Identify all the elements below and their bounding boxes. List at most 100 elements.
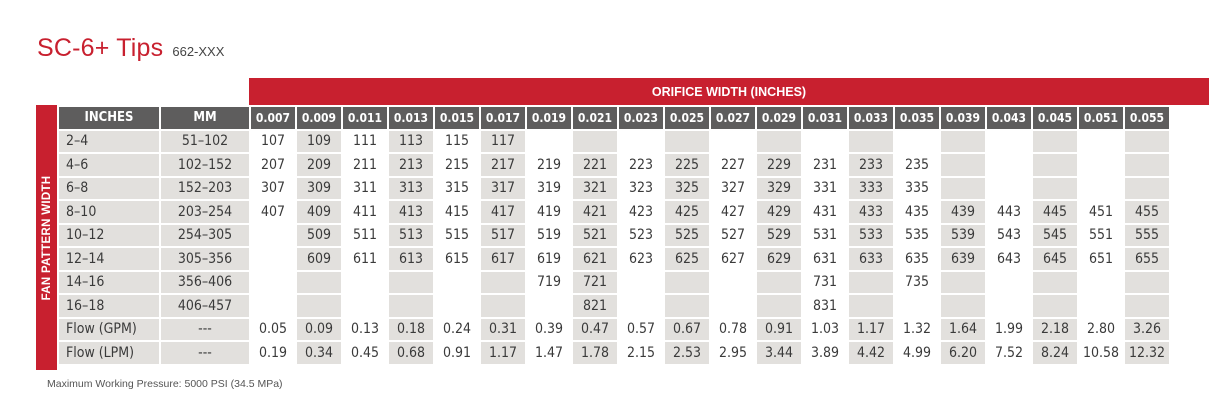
table-cell: 307 bbox=[251, 177, 295, 199]
fan-pattern-width-label: FAN PATTERN WIDTH bbox=[36, 105, 57, 370]
table-cell bbox=[987, 154, 1031, 176]
table-cell: 109 bbox=[297, 130, 341, 152]
table-cell: 0.34 bbox=[297, 342, 341, 364]
table-cell: 211 bbox=[343, 154, 387, 176]
table-cell: 329 bbox=[757, 177, 801, 199]
table-cell: 639 bbox=[941, 248, 985, 270]
orifice-header-cell: 0.023 bbox=[619, 107, 663, 129]
title-block: SC-6+ Tips 662-XXX bbox=[37, 34, 224, 63]
table-cell bbox=[1079, 130, 1123, 152]
table-cell: 8.24 bbox=[1033, 342, 1077, 364]
table-cell: 117 bbox=[481, 130, 525, 152]
table-cell bbox=[987, 271, 1031, 293]
table-cell: 113 bbox=[389, 130, 433, 152]
orifice-header-cell: 0.017 bbox=[481, 107, 525, 129]
table-cell: 423 bbox=[619, 201, 663, 223]
table-cell bbox=[1125, 177, 1169, 199]
table-cell: 523 bbox=[619, 224, 663, 246]
table-cell: 2.80 bbox=[1079, 318, 1123, 340]
orifice-header-cell: 0.007 bbox=[251, 107, 295, 129]
orifice-header-cell: 0.021 bbox=[573, 107, 617, 129]
table-cell: 1.99 bbox=[987, 318, 1031, 340]
table-cell: 229 bbox=[757, 154, 801, 176]
table-cell: 525 bbox=[665, 224, 709, 246]
table-cell bbox=[1033, 295, 1077, 317]
table-cell: 3.44 bbox=[757, 342, 801, 364]
table-cell: 609 bbox=[297, 248, 341, 270]
table-cell bbox=[941, 154, 985, 176]
table-cell: 617 bbox=[481, 248, 525, 270]
orifice-header-cell: 0.033 bbox=[849, 107, 893, 129]
row-label-inches: 2–4 bbox=[59, 130, 159, 152]
table-cell: 319 bbox=[527, 177, 571, 199]
table-cell: 413 bbox=[389, 201, 433, 223]
table-cell bbox=[1079, 295, 1123, 317]
table-cell bbox=[895, 295, 939, 317]
table-cell: 213 bbox=[389, 154, 433, 176]
row-label-mm: --- bbox=[161, 342, 249, 364]
table-cell: 627 bbox=[711, 248, 755, 270]
table-cell: 1.64 bbox=[941, 318, 985, 340]
table-cell bbox=[711, 271, 755, 293]
orifice-header-cell: 0.009 bbox=[297, 107, 341, 129]
table-cell: 519 bbox=[527, 224, 571, 246]
table-cell: 7.52 bbox=[987, 342, 1031, 364]
table-cell: 311 bbox=[343, 177, 387, 199]
table-cell: 323 bbox=[619, 177, 663, 199]
table-cell: 325 bbox=[665, 177, 709, 199]
table-cell: 2.18 bbox=[1033, 318, 1077, 340]
table-cell: 0.24 bbox=[435, 318, 479, 340]
table-cell: 2.95 bbox=[711, 342, 755, 364]
table-cell: 415 bbox=[435, 201, 479, 223]
row-label-mm: 254–305 bbox=[161, 224, 249, 246]
orifice-header-cell: 0.019 bbox=[527, 107, 571, 129]
table-cell: 545 bbox=[1033, 224, 1077, 246]
table-cell: 333 bbox=[849, 177, 893, 199]
table-cell: 1.32 bbox=[895, 318, 939, 340]
table-cell: 539 bbox=[941, 224, 985, 246]
table-cell bbox=[987, 177, 1031, 199]
table-cell: 115 bbox=[435, 130, 479, 152]
table-cell: 221 bbox=[573, 154, 617, 176]
row-label-mm: 356–406 bbox=[161, 271, 249, 293]
table-cell: 0.31 bbox=[481, 318, 525, 340]
table-cell bbox=[435, 271, 479, 293]
table-cell: 625 bbox=[665, 248, 709, 270]
table-cell: 0.67 bbox=[665, 318, 709, 340]
row-label-mm: 102–152 bbox=[161, 154, 249, 176]
table-cell: 1.78 bbox=[573, 342, 617, 364]
table-cell: 217 bbox=[481, 154, 525, 176]
table-cell: 2.15 bbox=[619, 342, 663, 364]
fan-pattern-width-text: FAN PATTERN WIDTH bbox=[40, 175, 53, 300]
table-cell bbox=[435, 295, 479, 317]
table-cell: 1.17 bbox=[849, 318, 893, 340]
column-header-inches: INCHES bbox=[59, 107, 159, 129]
row-label-mm: --- bbox=[161, 318, 249, 340]
table-cell: 3.89 bbox=[803, 342, 847, 364]
table-cell: 515 bbox=[435, 224, 479, 246]
row-label-mm: 51–102 bbox=[161, 130, 249, 152]
table-cell bbox=[1125, 271, 1169, 293]
table-cell: 331 bbox=[803, 177, 847, 199]
orifice-header-cell: 0.039 bbox=[941, 107, 985, 129]
orifice-header-cell: 0.011 bbox=[343, 107, 387, 129]
table-cell bbox=[849, 130, 893, 152]
table-cell: 2.53 bbox=[665, 342, 709, 364]
table-cell: 321 bbox=[573, 177, 617, 199]
table-cell: 223 bbox=[619, 154, 663, 176]
table-cell bbox=[343, 271, 387, 293]
row-label-mm: 203–254 bbox=[161, 201, 249, 223]
table-cell bbox=[757, 130, 801, 152]
table-cell: 407 bbox=[251, 201, 295, 223]
row-label-inches: 4–6 bbox=[59, 154, 159, 176]
table-cell bbox=[343, 295, 387, 317]
table-cell: 721 bbox=[573, 271, 617, 293]
table-cell: 327 bbox=[711, 177, 755, 199]
row-label-inches: 10–12 bbox=[59, 224, 159, 246]
row-label-mm: 305–356 bbox=[161, 248, 249, 270]
table-cell bbox=[1033, 271, 1077, 293]
table-cell: 0.18 bbox=[389, 318, 433, 340]
table-cell: 455 bbox=[1125, 201, 1169, 223]
table-cell: 719 bbox=[527, 271, 571, 293]
table-cell: 0.68 bbox=[389, 342, 433, 364]
